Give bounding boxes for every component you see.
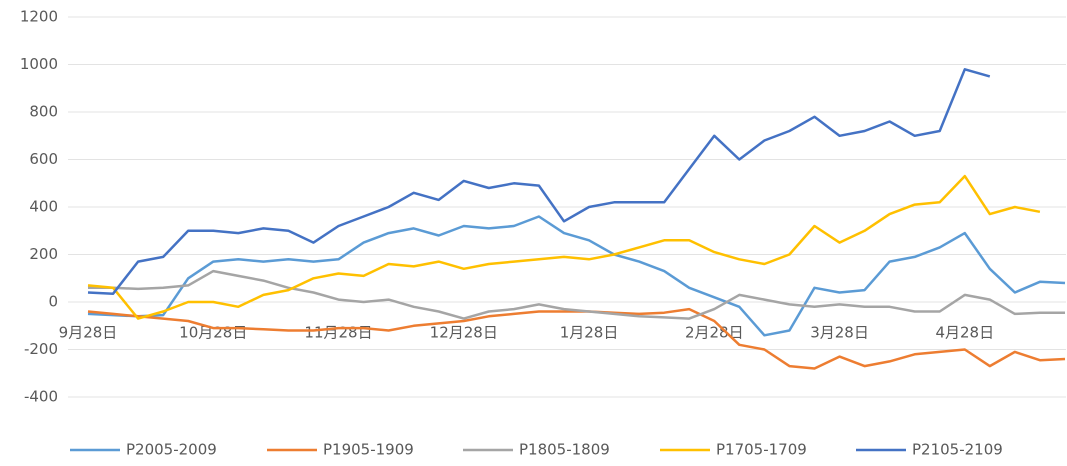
y-tick-label: 600	[29, 150, 58, 168]
legend-label: P1905-1909	[323, 441, 414, 459]
series-line	[87, 215, 1066, 337]
series-line	[87, 174, 1041, 320]
y-tick-label: 1200	[20, 8, 58, 26]
x-tick-label: 3月28日	[810, 324, 869, 342]
x-tick-label: 1月28日	[560, 324, 619, 342]
x-tick-label: 10月28日	[179, 324, 247, 342]
y-tick-label: 200	[29, 245, 58, 263]
y-tick-label: -200	[24, 340, 58, 358]
series-line	[88, 269, 1065, 320]
y-tick-label: 800	[29, 103, 58, 121]
legend-label: P2105-2109	[912, 441, 1003, 459]
y-tick-label: 400	[29, 198, 58, 216]
series-line	[87, 68, 991, 295]
x-tick-label: 4月28日	[935, 324, 994, 342]
legend-label: P2005-2009	[126, 441, 217, 459]
y-tick-label: 1000	[20, 55, 58, 73]
legend-label: P1805-1809	[519, 441, 610, 459]
x-tick-label: 9月28日	[59, 324, 118, 342]
y-tick-label: 0	[48, 293, 58, 311]
y-tick-label: -400	[24, 388, 58, 406]
x-tick-label: 11月28日	[304, 324, 372, 342]
legend-label: P1705-1709	[716, 441, 807, 459]
x-tick-label: 12月28日	[430, 324, 498, 342]
x-tick-label: 2月28日	[685, 324, 744, 342]
